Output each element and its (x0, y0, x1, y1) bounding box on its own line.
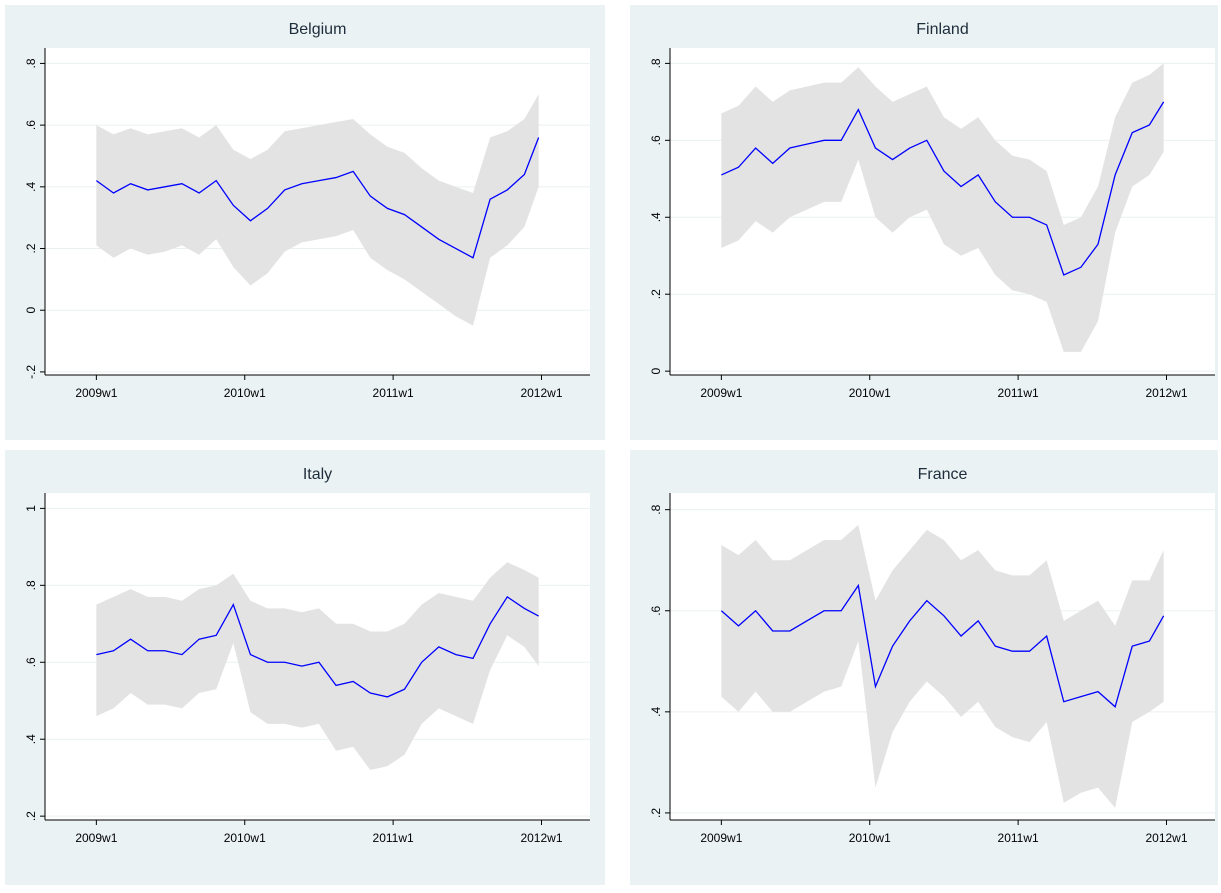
x-tick-label: 2012w1 (1145, 831, 1187, 845)
x-tick-label: 2012w1 (520, 386, 562, 400)
y-tick-label: 1 (24, 505, 38, 512)
x-tick-label: 2011w1 (373, 831, 414, 845)
y-tick-label: .2 (649, 289, 663, 299)
estimate-line (721, 101, 1165, 276)
y-tick-label: -.2 (24, 365, 38, 379)
x-tick-label: 2011w1 (998, 386, 1039, 400)
x-tick-label: 2012w1 (520, 831, 562, 845)
x-tick-label: 2011w1 (998, 831, 1039, 845)
y-tick-label: .8 (649, 504, 663, 514)
chart-title: France (918, 466, 968, 483)
x-tick-label: 2010w1 (224, 831, 266, 845)
y-tick-label: .4 (24, 734, 38, 744)
y-tick-label: .4 (24, 181, 38, 191)
y-tick-label: .2 (24, 243, 38, 253)
x-tick-label: 2010w1 (849, 831, 891, 845)
estimate-line (96, 595, 539, 698)
x-tick-label: 2009w1 (700, 831, 742, 845)
chart-title: Italy (303, 466, 332, 483)
y-tick-label: .6 (24, 120, 38, 130)
estimate-line (720, 583, 1165, 708)
confidence-band (721, 63, 1164, 352)
y-tick-label: .8 (24, 580, 38, 590)
x-tick-label: 2010w1 (849, 386, 891, 400)
estimate-line (95, 137, 540, 259)
confidence-band (96, 562, 539, 770)
confidence-band (721, 524, 1164, 808)
x-tick-label: 2011w1 (373, 386, 414, 400)
x-tick-label: 2009w1 (700, 386, 742, 400)
x-tick-label: 2009w1 (75, 831, 117, 845)
y-tick-label: 0 (649, 367, 663, 374)
panel: Italy .2 .4 .6 .8 1 2009w1 2010w1 2011w1 2012w1 (5, 450, 605, 885)
panel: Finland 0 .2 .4 .6 .8 2009w1 2010w1 2011w1 2012w1 (630, 5, 1218, 440)
confidence-band (96, 94, 539, 326)
y-tick-label: .6 (24, 657, 38, 667)
y-tick-label: .6 (649, 605, 663, 615)
y-tick-label: 0 (24, 307, 38, 314)
y-tick-label: .4 (649, 707, 663, 717)
y-tick-label: .8 (24, 58, 38, 68)
y-tick-label: .2 (24, 811, 38, 821)
x-tick-label: 2009w1 (75, 386, 117, 400)
x-tick-label: 2010w1 (224, 386, 266, 400)
x-tick-label: 2012w1 (1145, 386, 1187, 400)
chart-title: Belgium (289, 21, 347, 38)
y-tick-label: .2 (649, 808, 663, 818)
panel: Belgium -.2 0 .2 .4 .6 .8 2009w1 2010w1 2011w1 201… (5, 5, 605, 440)
chart-title: Finland (916, 21, 968, 38)
y-tick-label: .8 (649, 58, 663, 68)
y-tick-label: .6 (649, 135, 663, 145)
y-tick-label: .4 (649, 212, 663, 222)
panel: France .2 .4 .6 .8 2009w1 2010w1 2011w1 2012w1 (630, 450, 1218, 885)
